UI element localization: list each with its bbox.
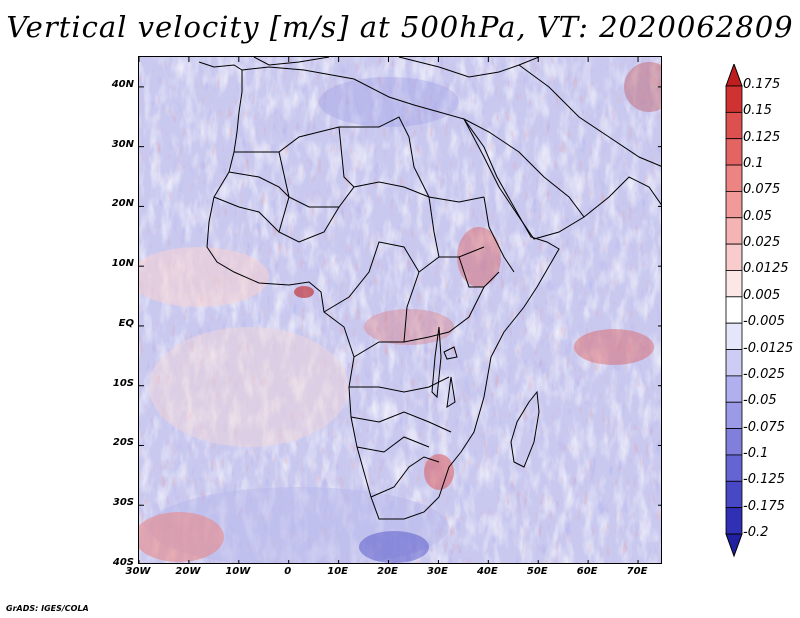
lon-label: 0 <box>284 566 292 577</box>
colorbar-label: 0.005 <box>743 287 781 303</box>
colorbar-box <box>725 191 743 219</box>
colorbar-label: -0.175 <box>743 498 785 514</box>
colorbar-label: -0.005 <box>743 314 785 330</box>
lat-label: 10N <box>111 258 134 270</box>
lat-label: EQ <box>118 317 134 329</box>
axis-ticks <box>139 57 661 563</box>
map-area <box>138 56 662 564</box>
lon-label: 40E <box>476 566 498 577</box>
colorbar-boxes <box>725 64 743 558</box>
colorbar-label: 0.075 <box>743 182 781 198</box>
colorbar-label: -0.05 <box>743 393 777 409</box>
lat-label: 30S <box>112 497 134 509</box>
colorbar-label: 0.125 <box>743 129 781 145</box>
colorbar-box <box>725 375 743 403</box>
colorbar-label: 0.0125 <box>743 261 789 277</box>
lon-label: 50E <box>526 566 548 577</box>
colorbar-label: 0.1 <box>743 156 764 172</box>
lon-label: 20E <box>377 566 398 577</box>
lat-label: 10S <box>112 377 134 389</box>
colorbar-label: 0.025 <box>743 235 781 251</box>
colorbar-box <box>725 507 743 535</box>
lon-label: 10W <box>225 566 251 577</box>
colorbar-label: 0.05 <box>743 208 772 224</box>
colorbar-label: -0.0125 <box>743 340 794 356</box>
lon-label: 20W <box>175 566 201 577</box>
colorbar-box <box>725 217 743 245</box>
colorbar-box <box>725 428 743 456</box>
lat-label: 30N <box>111 138 134 150</box>
colorbar-box <box>725 296 743 324</box>
lon-label: 30W <box>125 566 151 577</box>
lat-label: 40N <box>111 78 134 90</box>
colorbar-box <box>725 454 743 482</box>
colorbar-box <box>725 349 743 377</box>
colorbar-label: -0.025 <box>743 366 785 382</box>
lon-label: 30E <box>427 566 448 577</box>
lon-label: 70E <box>626 566 648 577</box>
colorbar-box <box>725 322 743 350</box>
colorbar-label: 0.15 <box>743 103 772 119</box>
lon-label: 60E <box>576 566 598 577</box>
colorbar-box <box>725 85 743 113</box>
colorbar-label: -0.075 <box>743 419 785 435</box>
colorbar-box <box>725 111 743 140</box>
colorbar-box <box>725 138 743 166</box>
colorbar-box <box>725 480 743 509</box>
colorbar-label: 0.175 <box>743 77 781 92</box>
colorbar-box <box>725 401 743 429</box>
colorbar-label: -0.1 <box>743 445 769 461</box>
plot-title: Vertical velocity [m/s] at 500hPa, VT: 2… <box>6 10 794 44</box>
colorbar-box <box>725 270 743 298</box>
lat-label: 40S <box>112 557 134 568</box>
regional-tints <box>139 62 661 563</box>
colorbar <box>725 64 743 558</box>
coastlines-and-borders <box>198 57 661 520</box>
colorbar-box <box>725 164 743 192</box>
lat-label: 20N <box>111 198 134 210</box>
colorbar-label: -0.2 <box>743 525 769 540</box>
lat-label: 20S <box>112 437 134 449</box>
colorbar-bottom-triangle <box>725 533 743 558</box>
colorbar-top-triangle <box>725 64 743 87</box>
colorbar-label: -0.125 <box>743 472 785 488</box>
footer-credit: GrADS: IGES/COLA <box>6 604 89 613</box>
vertical-velocity-map <box>139 57 661 563</box>
colorbar-box <box>725 243 743 271</box>
lon-label: 10E <box>327 566 348 577</box>
